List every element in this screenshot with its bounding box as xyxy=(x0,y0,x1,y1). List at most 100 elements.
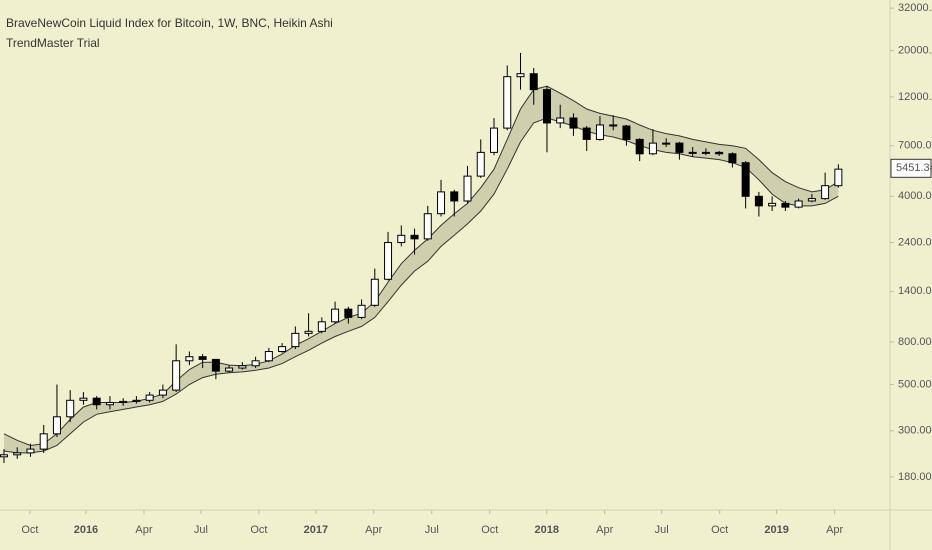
x-tick-label: 2018 xyxy=(534,524,558,536)
candle-body xyxy=(172,360,181,391)
candle-body xyxy=(105,401,114,406)
x-tick-label: Apr xyxy=(135,524,152,536)
candle-body xyxy=(317,321,326,332)
y-tick-label: 20000.00 xyxy=(898,45,932,57)
candle-body xyxy=(437,191,446,215)
candle-body xyxy=(410,234,419,240)
candle-body xyxy=(423,213,432,240)
candle-layer xyxy=(0,52,843,464)
candle-body xyxy=(211,358,220,372)
candle-body xyxy=(0,454,8,458)
candle-body xyxy=(715,151,724,155)
candle-body xyxy=(807,198,816,202)
x-tick-label: 2019 xyxy=(764,524,788,536)
candle-body xyxy=(741,162,750,197)
candle-body xyxy=(622,125,631,140)
candle-body xyxy=(542,89,551,124)
candle-body xyxy=(331,308,340,323)
candle-body xyxy=(516,73,525,78)
candle-body xyxy=(754,195,763,207)
x-tick-label: Apr xyxy=(826,524,843,536)
candle-body xyxy=(92,397,101,406)
chart-title: BraveNewCoin Liquid Index for Bitcoin, 1… xyxy=(6,16,333,30)
candle-body xyxy=(291,332,300,348)
x-tick-label: Jul xyxy=(425,524,439,536)
chart-subtitle: TrendMaster Trial xyxy=(6,36,100,50)
y-tick-label: 1400.00 xyxy=(898,285,932,297)
candle-body xyxy=(66,399,75,418)
candle-body xyxy=(79,397,88,401)
candle-body xyxy=(569,117,578,129)
y-tick-label: 7000.00 xyxy=(898,140,932,152)
candle-body xyxy=(397,234,406,244)
x-tick-label: Apr xyxy=(365,524,382,536)
y-tick-label: 4000.00 xyxy=(898,190,932,202)
candle-body xyxy=(582,127,591,140)
candle-body xyxy=(556,117,565,124)
x-tick-label: Oct xyxy=(481,524,498,536)
candle-body xyxy=(728,153,737,164)
candle-body xyxy=(450,191,459,202)
band-fill xyxy=(4,86,839,453)
candle-body xyxy=(476,151,485,177)
candle-body xyxy=(198,356,207,360)
x-tick-label: Jul xyxy=(194,524,208,536)
x-tick-label: 2017 xyxy=(304,524,328,536)
candle-body xyxy=(158,389,167,396)
last-price-label: 5451.34 xyxy=(896,162,932,174)
y-tick-label: 300.00 xyxy=(898,425,932,437)
candle-body xyxy=(26,448,35,454)
band-upper xyxy=(3,85,839,447)
candle-body xyxy=(768,202,777,207)
candle-body xyxy=(794,200,803,208)
candle-body xyxy=(781,202,790,208)
candle-body xyxy=(701,151,710,154)
candle-body xyxy=(595,124,604,140)
candle-body xyxy=(821,185,830,200)
candle-body xyxy=(304,330,313,334)
candle-body xyxy=(251,360,260,367)
candle-body xyxy=(662,142,671,145)
candle-body xyxy=(344,308,353,318)
x-tick-label: Oct xyxy=(250,524,267,536)
y-tick-label: 800.00 xyxy=(898,336,932,348)
x-tick-label: Jul xyxy=(655,524,669,536)
x-tick-label: Apr xyxy=(596,524,613,536)
candle-body xyxy=(529,73,538,91)
candle-body xyxy=(278,346,287,353)
candle-body xyxy=(370,278,379,306)
candle-body xyxy=(357,304,366,318)
candle-body xyxy=(490,127,499,153)
candle-body xyxy=(225,367,234,372)
candle-body xyxy=(384,242,393,280)
candle-body xyxy=(185,356,194,362)
x-tick-label: Oct xyxy=(711,524,728,536)
candle-body xyxy=(635,138,644,155)
candle-body xyxy=(52,416,61,435)
y-tick-label: 32000.00 xyxy=(898,2,932,14)
candle-body xyxy=(264,351,273,362)
candle-body xyxy=(503,76,512,129)
candle-body xyxy=(132,399,141,402)
band-lower xyxy=(3,117,839,454)
candle-body xyxy=(675,142,684,153)
candle-body xyxy=(463,175,472,202)
x-tick-label: Oct xyxy=(21,524,38,536)
candle-body xyxy=(834,168,843,187)
candle-body xyxy=(238,365,247,369)
y-tick-label: 12000.00 xyxy=(898,91,932,103)
y-tick-label: 500.00 xyxy=(898,378,932,390)
x-tick-label: 2016 xyxy=(74,524,98,536)
y-tick-label: 180.00 xyxy=(898,471,932,483)
candle-body xyxy=(609,124,618,127)
last-price-box xyxy=(890,158,932,178)
candle-body xyxy=(688,151,697,154)
band-layer xyxy=(3,85,839,454)
candle-body xyxy=(39,433,48,450)
candle-body xyxy=(119,400,128,403)
y-tick-label: 2400.00 xyxy=(898,236,932,248)
candle-body xyxy=(145,394,154,401)
